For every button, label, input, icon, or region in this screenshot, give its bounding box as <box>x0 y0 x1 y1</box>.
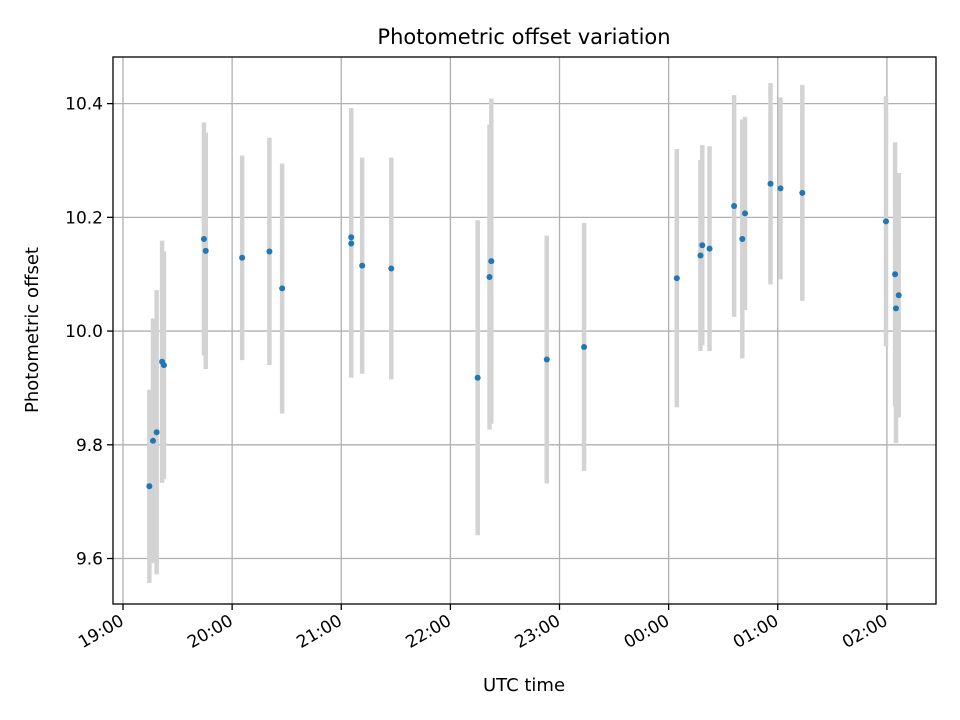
data-point <box>150 437 157 444</box>
data-point <box>239 254 246 261</box>
data-point <box>146 483 153 490</box>
y-tick-label: 10.2 <box>65 208 103 228</box>
y-tick-label: 10.0 <box>65 322 103 342</box>
x-tick-label: 20:00 <box>184 611 236 653</box>
data-point <box>266 248 273 255</box>
data-point <box>767 180 774 187</box>
data-point <box>697 252 704 259</box>
data-point <box>706 245 713 252</box>
data-point <box>581 343 588 350</box>
y-tick-label: 10.4 <box>65 95 103 115</box>
y-tick-label: 9.6 <box>76 550 103 570</box>
data-point <box>739 235 746 242</box>
data-point <box>742 210 749 217</box>
data-point <box>153 429 160 436</box>
data-points <box>146 180 902 490</box>
data-point <box>731 202 738 209</box>
data-point <box>895 292 902 299</box>
data-point <box>160 362 167 369</box>
data-point <box>882 218 889 225</box>
data-point <box>488 258 495 265</box>
x-tick-label: 23:00 <box>512 611 564 653</box>
error-bars <box>147 83 901 583</box>
data-point <box>348 234 355 241</box>
data-point <box>202 247 209 254</box>
data-point <box>359 262 366 269</box>
chart-title: Photometric offset variation <box>377 25 670 49</box>
x-tick-label: 00:00 <box>621 611 673 653</box>
data-point <box>673 275 680 282</box>
data-point <box>699 242 706 249</box>
data-point <box>892 305 899 312</box>
data-point <box>200 235 207 242</box>
data-point <box>348 240 355 247</box>
y-axis-label: Photometric offset <box>22 247 43 413</box>
data-point <box>279 285 286 292</box>
x-axis-label: UTC time <box>483 675 565 696</box>
y-axis: 9.6 9.8 10.0 10.2 10.4 <box>65 95 113 570</box>
data-point <box>892 271 899 278</box>
grid <box>113 57 936 604</box>
x-tick-label: 21:00 <box>293 611 345 653</box>
y-tick-label: 9.8 <box>76 436 103 456</box>
x-tick-label: 19:00 <box>75 611 127 653</box>
data-point <box>543 356 550 363</box>
x-tick-label: 01:00 <box>730 611 782 653</box>
x-tick-label: 22:00 <box>402 611 454 653</box>
x-axis: 19:00 20:00 21:00 22:00 23:00 00:00 01:00 02:00 <box>75 604 891 653</box>
data-point <box>777 185 784 192</box>
x-tick-label: 02:00 <box>839 611 891 653</box>
data-point <box>486 274 493 281</box>
data-point <box>799 189 806 196</box>
data-point <box>474 374 481 381</box>
data-point <box>388 265 395 272</box>
